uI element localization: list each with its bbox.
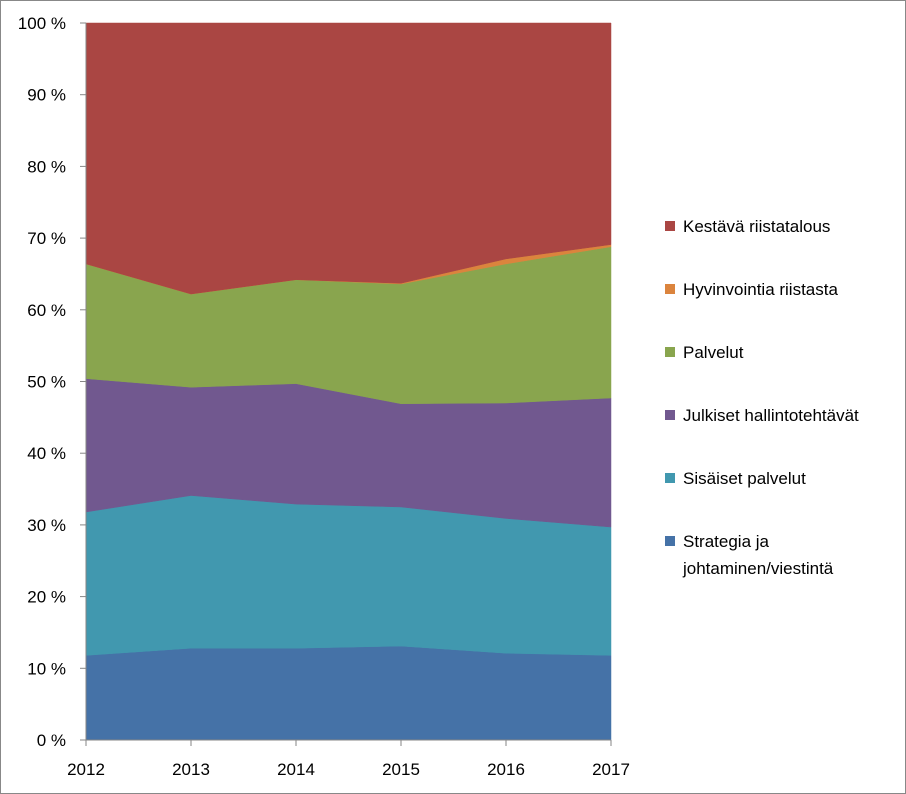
y-tick-label: 90 % xyxy=(27,86,66,105)
legend-label: Strategia ja xyxy=(683,532,770,551)
y-tick-label: 50 % xyxy=(27,373,66,392)
x-tick-label: 2014 xyxy=(277,760,315,779)
legend-item-julkiset-hallintotehtavat: Julkiset hallintotehtävät xyxy=(665,406,859,425)
legend-swatch xyxy=(665,410,675,420)
y-tick-label: 30 % xyxy=(27,516,66,535)
legend-label: Julkiset hallintotehtävät xyxy=(683,406,859,425)
legend-swatch xyxy=(665,473,675,483)
y-tick-label: 10 % xyxy=(27,659,66,678)
legend-item-strategia-ja-johtaminen-viestinta: Strategia ja johtaminen/viestintä xyxy=(665,532,834,578)
legend-swatch xyxy=(665,536,675,546)
legend-label: Hyvinvointia riistasta xyxy=(683,280,838,299)
legend-item-palvelut: Palvelut xyxy=(665,343,744,362)
area-kestava-riistatalous xyxy=(85,22,612,295)
x-tick-labels: 2012 2013 2014 2015 2016 2017 xyxy=(67,760,630,779)
y-tick-label: 60 % xyxy=(27,301,66,320)
y-tick-label: 70 % xyxy=(27,229,66,248)
x-tick-label: 2017 xyxy=(592,760,630,779)
legend-label: Palvelut xyxy=(683,343,744,362)
legend-item-hyvinvointia-riistasta: Hyvinvointia riistasta xyxy=(665,280,838,299)
area-series-group xyxy=(85,22,612,741)
legend: Kestävä riistatalous Hyvinvointia riistas… xyxy=(665,217,859,578)
x-tick-label: 2015 xyxy=(382,760,420,779)
legend-item-kestava-riistatalous: Kestävä riistatalous xyxy=(665,217,830,236)
legend-swatch xyxy=(665,347,675,357)
legend-swatch xyxy=(665,284,675,294)
y-tick-label: 0 % xyxy=(37,731,66,750)
x-tick-label: 2016 xyxy=(487,760,525,779)
y-tick-labels: 0 % 10 % 20 % 30 % 40 % 50 % 60 % 70 % 80 % 90 % 1… xyxy=(18,14,66,750)
legend-item-sisaiset-palvelut: Sisäiset palvelut xyxy=(665,469,806,488)
y-tick-label: 20 % xyxy=(27,588,66,607)
legend-label: johtaminen/viestintä xyxy=(682,559,834,578)
area-strategia-ja-johtaminen-viestinta xyxy=(85,645,612,741)
axes-group xyxy=(80,22,612,746)
legend-label: Sisäiset palvelut xyxy=(683,469,806,488)
legend-swatch xyxy=(665,221,675,231)
y-tick-label: 100 % xyxy=(18,14,66,33)
y-tick-label: 40 % xyxy=(27,444,66,463)
y-tick-label: 80 % xyxy=(27,157,66,176)
x-tick-label: 2013 xyxy=(172,760,210,779)
x-tick-label: 2012 xyxy=(67,760,105,779)
legend-label: Kestävä riistatalous xyxy=(683,217,830,236)
